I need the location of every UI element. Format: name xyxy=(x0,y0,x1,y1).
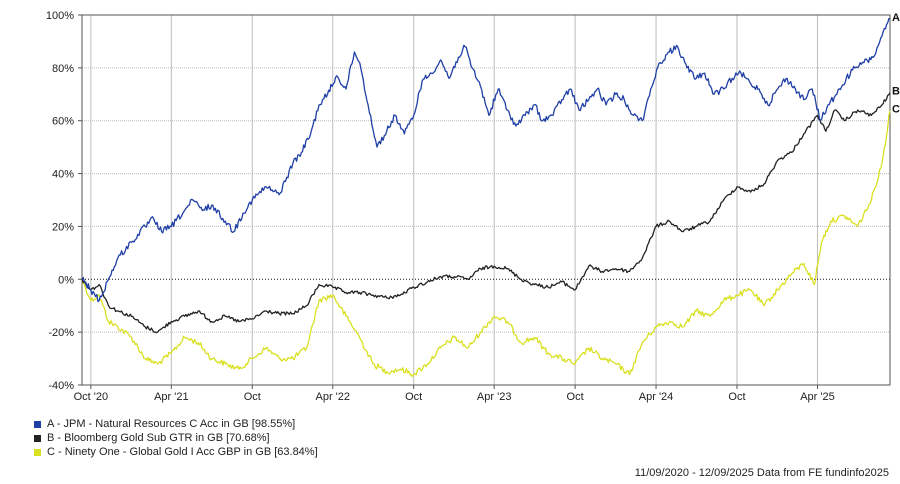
date-range-footer: 11/09/2020 - 12/09/2025 Data from FE fun… xyxy=(634,467,889,479)
plot-area-frame xyxy=(81,14,891,386)
series-end-label-b: B xyxy=(892,85,900,97)
x-tick-label: Oct xyxy=(244,391,261,403)
series-end-label-a: A xyxy=(892,12,900,24)
legend-entry-a: A - JPM - Natural Resources C Acc in GB … xyxy=(34,417,318,431)
y-tick-label: 20% xyxy=(52,221,74,233)
x-tick-label: Oct xyxy=(405,391,422,403)
y-tick-label: 40% xyxy=(52,169,74,181)
y-tick-label: -20% xyxy=(48,327,74,339)
x-tick-label: Apr '23 xyxy=(477,391,512,403)
legend: A - JPM - Natural Resources C Acc in GB … xyxy=(34,417,318,459)
legend-swatch-b xyxy=(34,434,41,442)
series-line-b xyxy=(81,92,891,334)
series-line-c xyxy=(81,110,891,378)
y-tick-label: 60% xyxy=(52,116,74,128)
x-tick-label: Apr '25 xyxy=(800,391,835,403)
x-tick-label: Oct '20 xyxy=(74,391,109,403)
y-tick-label: -40% xyxy=(48,380,74,392)
legend-swatch-a xyxy=(34,420,41,428)
x-tick-label: Oct xyxy=(728,391,745,403)
x-tick-label: Oct xyxy=(567,391,584,403)
y-tick-label: 80% xyxy=(52,63,74,75)
chart-gridlines xyxy=(82,15,890,385)
series-line-a xyxy=(81,17,891,303)
y-tick-label: 100% xyxy=(46,10,74,22)
series-end-labels: CB A xyxy=(892,12,900,116)
legend-label-b: B - Bloomberg Gold Sub GTR in GB [70.68%… xyxy=(47,432,270,444)
legend-swatch-c xyxy=(34,448,41,456)
legend-label-a: A - JPM - Natural Resources C Acc in GB … xyxy=(47,418,296,430)
x-axis-ticks: Oct '20 Apr '21 Oct Apr '22 Oct Apr '23 Oct Apr… xyxy=(74,385,835,403)
series-end-label-c: C xyxy=(892,104,900,116)
x-tick-label: Apr '21 xyxy=(154,391,189,403)
legend-entry-c: C - Ninety One - Global Gold I Acc GBP i… xyxy=(34,445,318,459)
x-tick-label: Apr '24 xyxy=(639,391,674,403)
x-tick-label: Apr '22 xyxy=(316,391,351,403)
legend-entry-b: B - Bloomberg Gold Sub GTR in GB [70.68%… xyxy=(34,431,318,445)
y-tick-label: 0% xyxy=(58,274,74,286)
series-lines xyxy=(81,17,891,378)
y-axis-ticks: 100% 80% 60% 40% 20% 0% -20% -40% xyxy=(46,10,82,392)
legend-label-c: C - Ninety One - Global Gold I Acc GBP i… xyxy=(47,446,318,458)
